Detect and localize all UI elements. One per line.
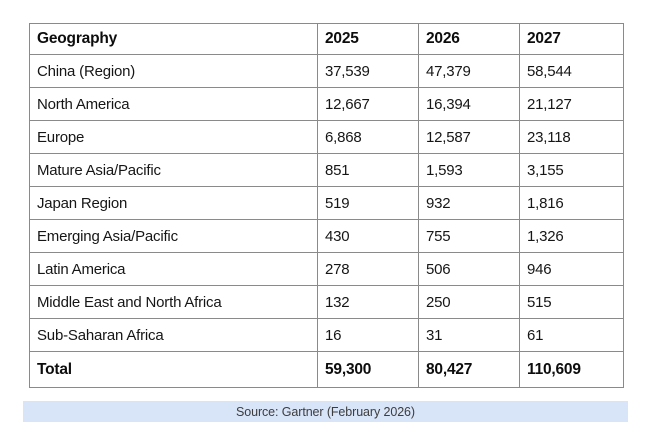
geography-forecast-table: Geography 2025 2026 2027 China (Region) … bbox=[29, 23, 624, 388]
cell-geography: China (Region) bbox=[29, 54, 318, 88]
cell-2025: 16 bbox=[317, 318, 419, 352]
cell-2026: 1,593 bbox=[418, 153, 520, 187]
cell-2026: 506 bbox=[418, 252, 520, 286]
table-row: Mature Asia/Pacific 851 1,593 3,155 bbox=[29, 153, 624, 187]
cell-2026: 31 bbox=[418, 318, 520, 352]
table-row: Latin America 278 506 946 bbox=[29, 252, 624, 286]
cell-2025: 37,539 bbox=[317, 54, 419, 88]
column-header-geography: Geography bbox=[29, 23, 318, 55]
cell-2025: 851 bbox=[317, 153, 419, 187]
cell-2025: 12,667 bbox=[317, 87, 419, 121]
cell-2027: 1,326 bbox=[519, 219, 624, 253]
cell-2025: 132 bbox=[317, 285, 419, 319]
cell-2026: 47,379 bbox=[418, 54, 520, 88]
table-row: Emerging Asia/Pacific 430 755 1,326 bbox=[29, 219, 624, 253]
cell-geography: Mature Asia/Pacific bbox=[29, 153, 318, 187]
table-row: Sub-Saharan Africa 16 31 61 bbox=[29, 318, 624, 352]
cell-geography: Middle East and North Africa bbox=[29, 285, 318, 319]
cell-2027: 23,118 bbox=[519, 120, 624, 154]
cell-2027: 58,544 bbox=[519, 54, 624, 88]
cell-2027: 3,155 bbox=[519, 153, 624, 187]
table-total-row: Total 59,300 80,427 110,609 bbox=[29, 351, 624, 388]
cell-2025: 6,868 bbox=[317, 120, 419, 154]
column-header-2027: 2027 bbox=[519, 23, 624, 55]
cell-2026: 755 bbox=[418, 219, 520, 253]
cell-2027: 61 bbox=[519, 318, 624, 352]
source-text: Source: Gartner (February 2026) bbox=[236, 404, 415, 419]
cell-2025: 519 bbox=[317, 186, 419, 220]
table-header-row: Geography 2025 2026 2027 bbox=[29, 23, 624, 55]
cell-2026: 250 bbox=[418, 285, 520, 319]
cell-geography: Latin America bbox=[29, 252, 318, 286]
cell-2027: 946 bbox=[519, 252, 624, 286]
cell-2026: 16,394 bbox=[418, 87, 520, 121]
cell-2026: 12,587 bbox=[418, 120, 520, 154]
column-header-2025: 2025 bbox=[317, 23, 419, 55]
cell-2027: 515 bbox=[519, 285, 624, 319]
table-row: China (Region) 37,539 47,379 58,544 bbox=[29, 54, 624, 88]
cell-total-2025: 59,300 bbox=[317, 351, 419, 388]
source-bar: Source: Gartner (February 2026) bbox=[23, 401, 628, 422]
table-row: Japan Region 519 932 1,816 bbox=[29, 186, 624, 220]
cell-geography: Japan Region bbox=[29, 186, 318, 220]
cell-geography: Europe bbox=[29, 120, 318, 154]
cell-geography: Sub-Saharan Africa bbox=[29, 318, 318, 352]
table-row: North America 12,667 16,394 21,127 bbox=[29, 87, 624, 121]
cell-2027: 21,127 bbox=[519, 87, 624, 121]
cell-total-label: Total bbox=[29, 351, 318, 388]
cell-geography: North America bbox=[29, 87, 318, 121]
cell-2026: 932 bbox=[418, 186, 520, 220]
cell-geography: Emerging Asia/Pacific bbox=[29, 219, 318, 253]
cell-total-2027: 110,609 bbox=[519, 351, 624, 388]
cell-2025: 430 bbox=[317, 219, 419, 253]
table-row: Europe 6,868 12,587 23,118 bbox=[29, 120, 624, 154]
cell-2025: 278 bbox=[317, 252, 419, 286]
table-row: Middle East and North Africa 132 250 515 bbox=[29, 285, 624, 319]
cell-total-2026: 80,427 bbox=[418, 351, 520, 388]
cell-2027: 1,816 bbox=[519, 186, 624, 220]
column-header-2026: 2026 bbox=[418, 23, 520, 55]
